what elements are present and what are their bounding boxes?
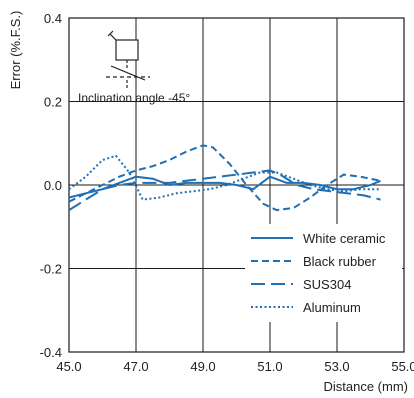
y-tick-label: 0.2 xyxy=(44,95,62,110)
sensor-lead-tick xyxy=(107,30,114,37)
x-tick-label: 55.0 xyxy=(391,359,414,374)
target-surface-line xyxy=(110,65,146,81)
series-line-sus304 xyxy=(68,169,381,211)
y-tick-label: -0.2 xyxy=(40,262,62,277)
series-line-white-ceramic xyxy=(68,175,381,199)
y-tick-label: 0.4 xyxy=(44,11,62,26)
sensor-lead-line xyxy=(109,33,117,41)
x-tick-label: 49.0 xyxy=(190,359,215,374)
legend-item-white-ceramic: White ceramic xyxy=(303,231,386,246)
inclination-annotation: Inclination angle -45° xyxy=(78,91,190,105)
x-axis-title: Distance (mm) xyxy=(323,379,408,394)
y-tick-label: 0.0 xyxy=(44,178,62,193)
x-tick-label: 47.0 xyxy=(123,359,148,374)
sensor-head-shape xyxy=(115,39,139,61)
x-tick-label: 53.0 xyxy=(324,359,349,374)
x-tick-labels: 45.0 47.0 49.0 51.0 53.0 55.0 xyxy=(56,359,414,374)
y-tick-labels: 0.4 0.2 0.0 -0.2 -0.4 xyxy=(40,11,62,360)
plot-frame xyxy=(68,17,405,353)
series-line-black-rubber xyxy=(68,144,381,212)
series-line-aluminum xyxy=(68,154,381,201)
x-tick-label: 51.0 xyxy=(257,359,282,374)
y-tick-label: -0.4 xyxy=(40,345,62,360)
legend-item-sus304: SUS304 xyxy=(303,277,351,292)
legend: White ceramic Black rubber SUS304 Aluminum xyxy=(245,224,402,322)
series-lines xyxy=(68,144,381,212)
legend-item-aluminum: Aluminum xyxy=(303,300,361,315)
x-tick-label: 45.0 xyxy=(56,359,81,374)
legend-item-black-rubber: Black rubber xyxy=(303,254,377,269)
y-axis-title: Error (%.F.S.) xyxy=(8,11,23,90)
sensor-inclination-icon xyxy=(106,30,150,90)
legend-box xyxy=(245,224,402,322)
